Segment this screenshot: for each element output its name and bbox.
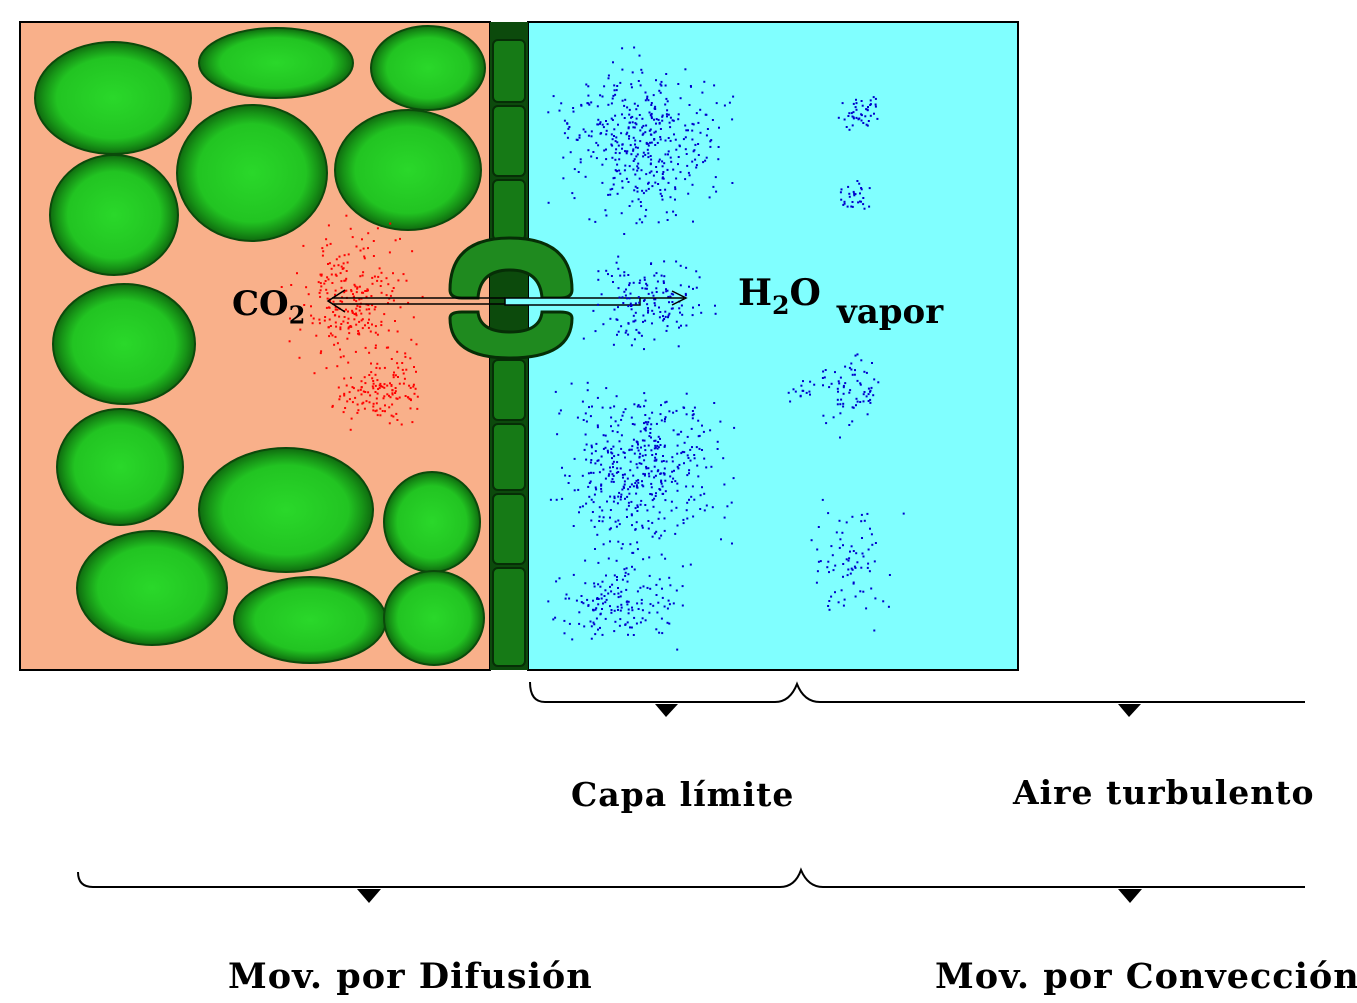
co2-arrow [326,289,505,313]
mesophyll-cell [383,471,481,573]
lower-brace [77,867,1305,888]
vapor-label: vapor [837,292,944,332]
h2o-h: H [738,272,773,314]
turbulent-air-label: Aire turbulento [1013,773,1315,812]
mesophyll-cell [52,283,196,405]
mesophyll-cell [370,25,486,111]
h2o-label: H2O [738,272,821,320]
guard-cell-lower [448,310,574,360]
diffusion-label: Mov. por Difusión [228,956,593,997]
turbulent-air-pointer [1118,704,1141,717]
h2o-molecules [547,46,905,651]
mesophyll-cell [198,27,354,99]
co2-main: CO [232,284,289,324]
convection-label: Mov. por Convección [935,956,1357,997]
convection-pointer [1118,889,1142,903]
stomata [448,236,574,360]
upper-brace [529,681,1305,703]
co2-molecules [280,214,424,431]
stomatal-pore [504,297,641,306]
mesophyll-cell [334,109,482,231]
h2o-o: O [789,272,821,314]
mesophyll-cell [76,530,228,646]
mesophyll-cell [49,154,179,276]
boundary-layer-pointer [655,704,678,717]
mesophyll-cell [56,408,184,526]
mesophyll-cell [233,576,387,664]
mesophyll-cell [198,447,374,573]
h2o-subscript: 2 [772,289,790,320]
diffusion-pointer [357,889,381,903]
boundary-layer-label: Capa límite [571,775,795,814]
outside-air [527,21,1019,671]
mesophyll-cell [383,570,485,666]
co2-subscript: 2 [288,301,306,330]
h2o-arrow [640,290,688,306]
mesophyll-cells [34,25,486,666]
mesophyll-cell [34,41,192,155]
co2-label: CO2 [232,284,305,329]
mesophyll-cell [176,104,328,242]
